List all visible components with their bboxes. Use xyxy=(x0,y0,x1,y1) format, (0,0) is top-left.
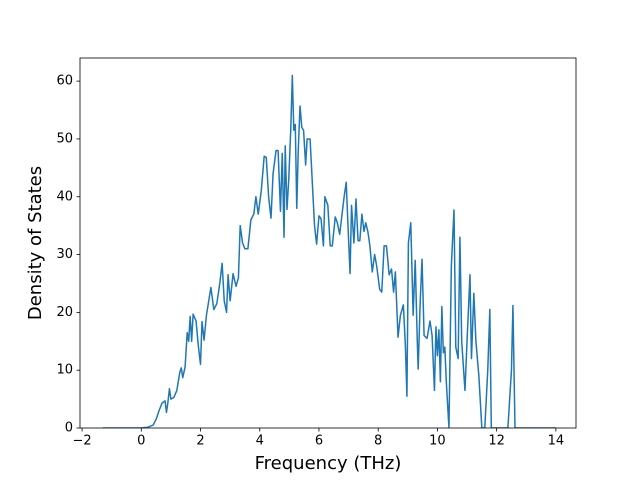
line-series xyxy=(102,74,556,428)
y-tick-label: 50 xyxy=(56,131,73,146)
y-tick-label: 20 xyxy=(56,305,73,320)
x-tick-label: 6 xyxy=(315,434,323,449)
x-axis-label: Frequency (THz) xyxy=(255,453,402,474)
y-tick-label: 30 xyxy=(56,247,73,262)
x-tick-label: 14 xyxy=(548,434,565,449)
x-tick-label: −2 xyxy=(72,434,91,449)
y-tick-label: 0 xyxy=(65,421,73,436)
x-tick-label: 8 xyxy=(374,434,382,449)
x-tick-label: 10 xyxy=(429,434,446,449)
x-tick-label: 4 xyxy=(256,434,264,449)
plot-frame xyxy=(79,57,577,429)
y-tick-label: 40 xyxy=(56,189,73,204)
x-tick-label: 2 xyxy=(196,434,204,449)
x-tick-label: 12 xyxy=(488,434,505,449)
x-tick-label: 0 xyxy=(137,434,145,449)
y-axis-label: Density of States xyxy=(25,166,46,320)
y-tick-label: 60 xyxy=(56,74,73,89)
y-tick-label: 10 xyxy=(56,363,73,378)
